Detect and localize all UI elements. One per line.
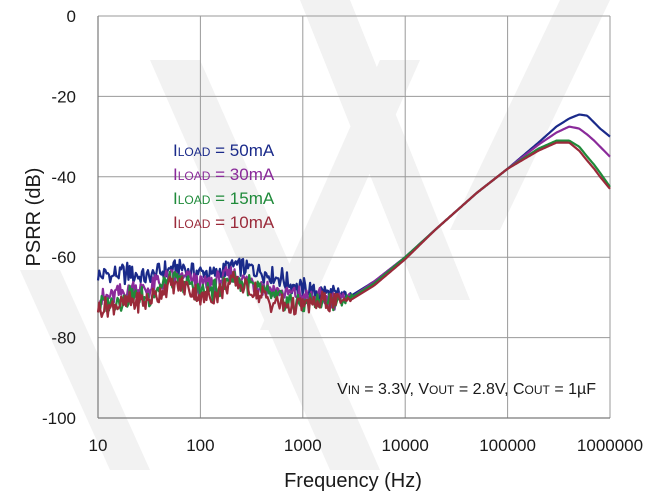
y-tick-label: -20 bbox=[51, 87, 76, 106]
background-watermark bbox=[20, 0, 610, 470]
y-tick-label: -80 bbox=[51, 329, 76, 348]
x-tick-label: 1000 bbox=[284, 436, 322, 455]
x-axis-title: Frequency (Hz) bbox=[284, 470, 422, 492]
y-tick-label: -100 bbox=[42, 409, 76, 428]
series-lines bbox=[96, 113, 611, 318]
y-axis-title: PSRR (dB) bbox=[23, 168, 45, 267]
x-tick-label: 100000 bbox=[479, 436, 536, 455]
tick-labels: 0 -20 -40 -60 -80 -100 10 100 1000 10000 100000 100… bbox=[42, 7, 643, 455]
axes bbox=[97, 16, 610, 419]
legend-item-10ma: ILOAD = 10mA bbox=[173, 213, 275, 232]
y-tick-label: 0 bbox=[67, 7, 76, 26]
y-tick-label: -60 bbox=[51, 248, 76, 267]
legend-item-15ma: ILOAD = 15mA bbox=[173, 189, 275, 208]
x-tick-label: 10 bbox=[89, 436, 108, 455]
x-tick-label: 1000000 bbox=[577, 436, 643, 455]
x-tick-label: 100 bbox=[186, 436, 214, 455]
legend-item-30ma: ILOAD = 30mA bbox=[173, 165, 275, 184]
legend: ILOAD = 50mA ILOAD = 30mA ILOAD = 15mA I… bbox=[173, 141, 275, 232]
y-tick-label: -40 bbox=[51, 168, 76, 187]
x-tick-label: 10000 bbox=[382, 436, 429, 455]
series-line-10ma bbox=[96, 141, 611, 318]
conditions-annotation: VIN = 3.3V, VOUT = 2.8V, COUT = 1µF bbox=[337, 381, 596, 398]
legend-item-50ma: ILOAD = 50mA bbox=[173, 141, 275, 160]
